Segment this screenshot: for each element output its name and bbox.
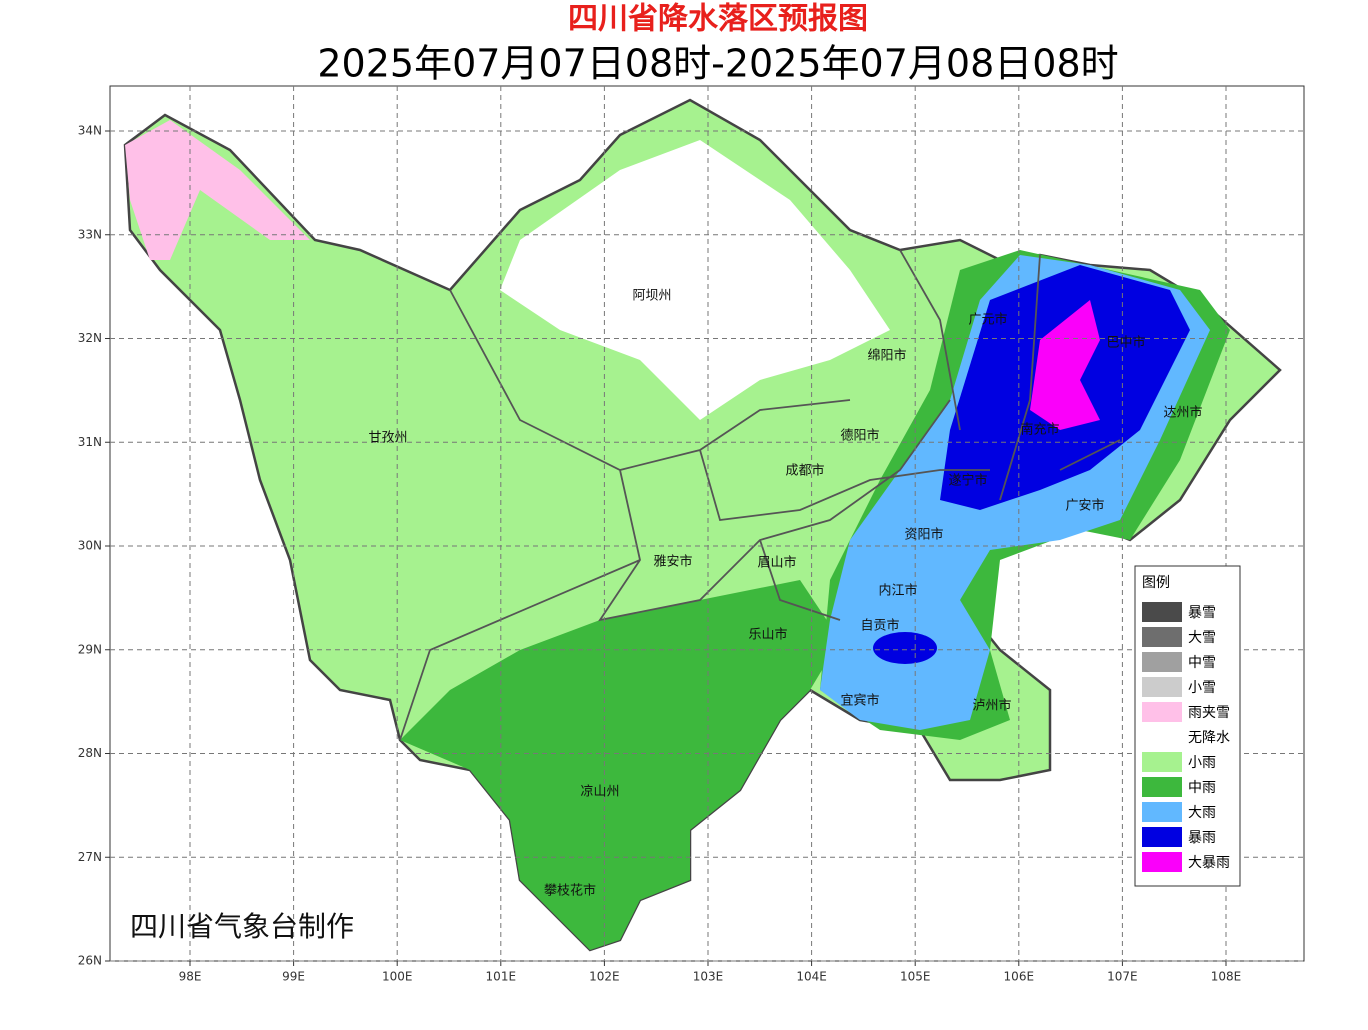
city-label: 甘孜州 xyxy=(368,431,407,446)
y-tick-label: 28N xyxy=(78,746,102,760)
x-tick-label: 101E xyxy=(486,970,517,984)
legend-swatch xyxy=(1142,602,1182,622)
city-label: 南充市 xyxy=(1020,422,1059,438)
x-tick-label: 105E xyxy=(900,970,931,984)
legend-swatch xyxy=(1142,702,1182,722)
legend-swatch xyxy=(1142,852,1182,872)
city-label: 广安市 xyxy=(1065,498,1104,514)
city-label: 攀枝花市 xyxy=(544,883,596,899)
legend-swatch xyxy=(1142,677,1182,697)
credit: 四川省气象台制作 xyxy=(130,910,354,943)
city-label: 眉山市 xyxy=(757,555,796,571)
subtitle: 2025年07月07日08时-2025年07月08日08时 xyxy=(317,42,1118,86)
legend-swatch xyxy=(1142,777,1182,797)
city-label: 成都市 xyxy=(785,463,824,479)
y-tick-label: 32N xyxy=(78,331,102,345)
x-tick-label: 108E xyxy=(1211,970,1242,984)
city-label: 乐山市 xyxy=(748,627,787,643)
city-label: 阿坝州 xyxy=(632,289,671,304)
y-tick-label: 26N xyxy=(78,954,102,968)
legend-label: 雨夹雪 xyxy=(1188,705,1230,721)
legend-label: 大暴雨 xyxy=(1188,855,1230,871)
y-tick-label: 27N xyxy=(78,850,102,864)
city-label: 德阳市 xyxy=(840,428,879,444)
city-label: 宜宾市 xyxy=(840,693,879,709)
legend-swatch xyxy=(1142,652,1182,672)
city-label: 凉山州 xyxy=(580,785,619,800)
sleet-area xyxy=(125,120,310,260)
legend-label: 大雪 xyxy=(1188,630,1216,646)
extreme-rainstorm-area xyxy=(1030,300,1100,430)
legend-title: 图例 xyxy=(1142,575,1170,591)
y-tick-label: 34N xyxy=(78,124,102,138)
legend-label: 小雨 xyxy=(1188,755,1216,771)
legend-label: 无降水 xyxy=(1188,730,1230,746)
city-label: 巴中市 xyxy=(1106,335,1145,351)
no-rain-area xyxy=(500,140,890,420)
y-tick-label: 33N xyxy=(78,227,102,241)
legend-label: 中雪 xyxy=(1188,655,1216,671)
x-tick-label: 103E xyxy=(693,970,724,984)
city-label: 雅安市 xyxy=(653,554,692,570)
city-label: 自贡市 xyxy=(860,618,899,634)
city-label: 遂宁市 xyxy=(948,473,987,489)
legend-label: 中雨 xyxy=(1188,780,1216,796)
moderate-rain-area xyxy=(400,580,840,950)
legend-swatch xyxy=(1142,827,1182,847)
y-tick-label: 31N xyxy=(78,435,102,449)
legend-label: 小雪 xyxy=(1188,680,1216,696)
legend-label: 暴雪 xyxy=(1188,605,1216,621)
city-label: 资阳市 xyxy=(904,527,943,543)
x-tick-label: 99E xyxy=(282,970,305,984)
legend-swatch xyxy=(1142,752,1182,772)
title: 四川省降水落区预报图 xyxy=(568,2,868,37)
x-tick-label: 100E xyxy=(382,970,413,984)
y-tick-label: 30N xyxy=(78,539,102,553)
grid: 98E 99E 100E 101E 102E 103E 104E 105E 106E 107E 10… xyxy=(78,86,1304,984)
legend-label: 大雨 xyxy=(1188,805,1216,821)
legend-swatch xyxy=(1142,727,1182,747)
legend-swatch xyxy=(1142,802,1182,822)
x-tick-label: 107E xyxy=(1107,970,1138,984)
x-tick-label: 98E xyxy=(179,970,202,984)
x-tick-label: 106E xyxy=(1004,970,1035,984)
legend-swatch xyxy=(1142,627,1182,647)
city-label: 绵阳市 xyxy=(867,348,906,364)
city-label: 广元市 xyxy=(968,312,1007,328)
y-tick-label: 29N xyxy=(78,642,102,656)
x-tick-label: 102E xyxy=(589,970,620,984)
precip-areas xyxy=(123,98,1282,952)
city-label: 达州市 xyxy=(1163,405,1202,421)
city-label: 泸州市 xyxy=(972,698,1011,714)
legend-label: 暴雨 xyxy=(1188,830,1216,846)
rainstorm-area xyxy=(873,632,937,664)
city-label: 内江市 xyxy=(878,583,917,599)
x-tick-label: 104E xyxy=(796,970,827,984)
